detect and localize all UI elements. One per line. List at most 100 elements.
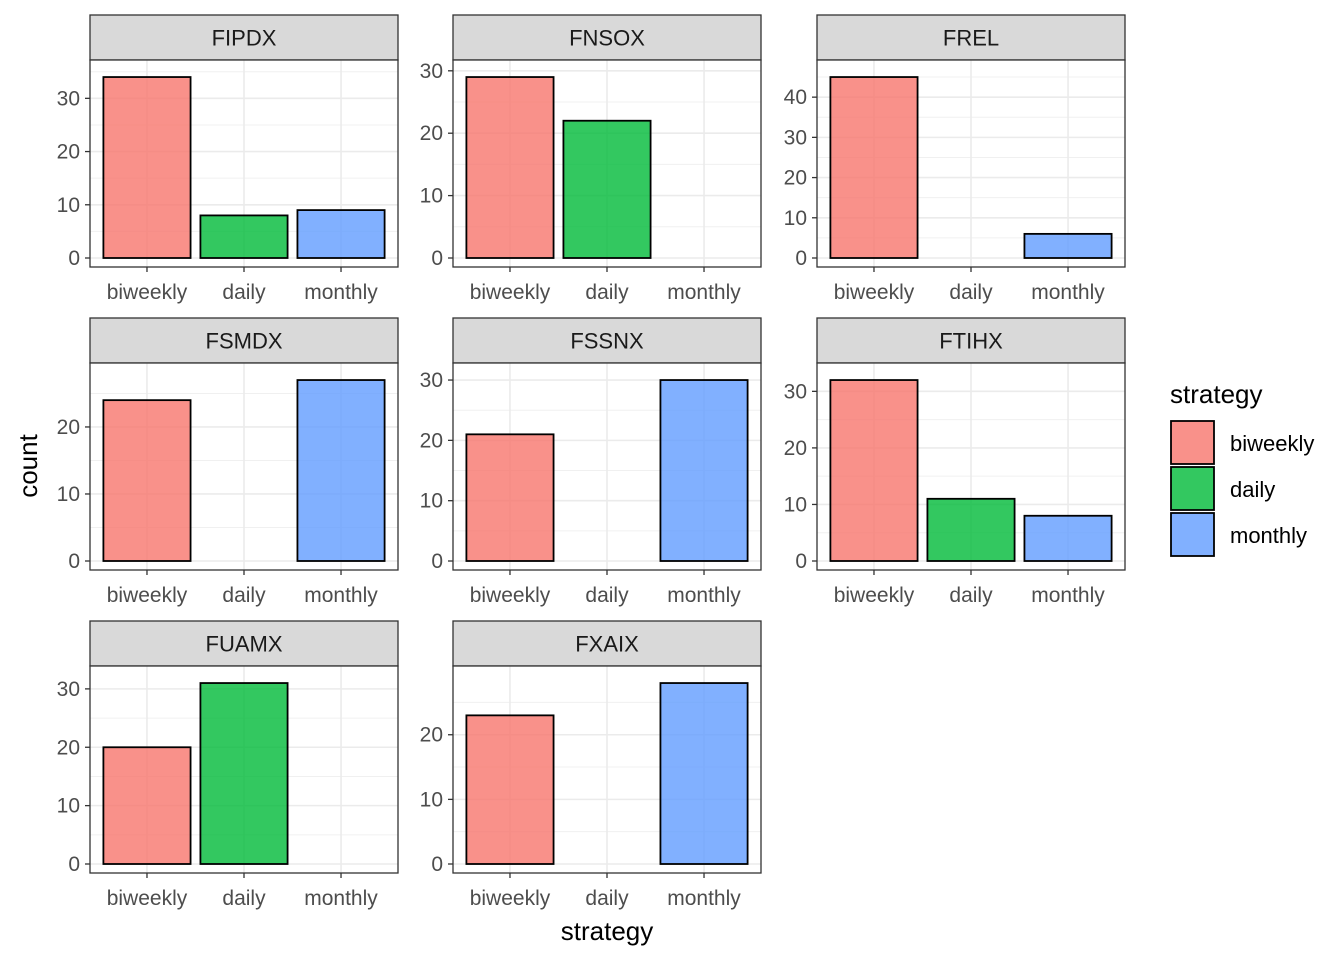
facet-strip-label: FSSNX: [570, 329, 644, 354]
facet-strip: [816, 317, 1126, 364]
facet-strip-label: FREL: [943, 26, 999, 51]
bar-biweekly: [102, 399, 192, 562]
x-tick-label: daily: [222, 584, 266, 607]
y-tick-label: 20: [784, 167, 807, 190]
x-tick-label: daily: [949, 281, 993, 304]
y-tick-label: 20: [420, 724, 443, 747]
y-tick-label: 0: [431, 247, 443, 270]
x-tick-label: daily: [585, 281, 629, 304]
y-tick-label: 10: [784, 207, 807, 230]
facet-panel-fssnx: FSSNX 0 10 20 30 biweekly daily monthly: [420, 317, 762, 607]
bar-monthly: [296, 379, 386, 562]
y-tick-label: 10: [420, 490, 443, 513]
y-tick-label: 20: [420, 122, 443, 145]
legend-item-monthly: monthly: [1170, 512, 1307, 557]
y-tick-label: 10: [784, 493, 807, 516]
y-tick-label: 10: [57, 483, 80, 506]
facet-strip-label: FNSOX: [569, 26, 645, 51]
legend-label: biweekly: [1230, 431, 1314, 456]
bar-daily: [199, 682, 289, 865]
facet-strip: [89, 14, 399, 61]
facet-strip-label: FTIHX: [939, 329, 1003, 354]
bar-biweekly: [829, 76, 919, 259]
x-tick-label: monthly: [667, 887, 741, 910]
bar-monthly: [296, 209, 386, 259]
facet-panels: FIPDX 0 10 20 30 biweekly daily monthly FNSOX 0 10…: [57, 14, 1126, 910]
y-tick-label: 20: [57, 141, 80, 164]
y-tick-label: 0: [431, 550, 443, 573]
bar-biweekly: [102, 76, 192, 259]
x-tick-label: monthly: [304, 281, 378, 304]
y-tick-label: 0: [68, 853, 80, 876]
facet-panel-fnsox: FNSOX 0 10 20 30 biweekly daily monthly: [420, 14, 762, 304]
facet-panel-fsmdx: FSMDX 0 10 20 biweekly daily monthly: [57, 317, 399, 607]
bar-daily: [926, 497, 1016, 562]
x-tick-label: daily: [222, 887, 266, 910]
bar-daily: [562, 119, 652, 259]
y-tick-label: 10: [57, 194, 80, 217]
facet-strip: [89, 620, 399, 667]
y-tick-label: 30: [420, 369, 443, 392]
y-tick-label: 10: [57, 795, 80, 818]
y-tick-label: 30: [420, 60, 443, 83]
bar-daily: [199, 214, 289, 259]
facet-strip: [89, 317, 399, 364]
legend-item-daily: daily: [1170, 466, 1275, 511]
y-tick-label: 0: [431, 853, 443, 876]
facet-strip: [452, 620, 762, 667]
facet-strip-label: FSMDX: [206, 329, 283, 354]
facet-panel-frel: FREL 0 10 20 30 40 biweekly daily monthly: [784, 14, 1126, 304]
bar-monthly: [659, 379, 749, 562]
legend-label: monthly: [1230, 523, 1307, 548]
facet-strip: [452, 14, 762, 61]
x-tick-label: biweekly: [470, 281, 551, 304]
facet-strip: [816, 14, 1126, 61]
x-tick-label: monthly: [667, 584, 741, 607]
x-axis-title: strategy: [561, 916, 654, 946]
bar-biweekly: [465, 76, 555, 259]
facet-strip: [452, 317, 762, 364]
facet-panel-fuamx: FUAMX 0 10 20 30 biweekly daily monthly: [57, 620, 399, 910]
legend: strategy biweekly daily monthly: [1170, 379, 1314, 557]
bar-biweekly: [465, 433, 555, 562]
bar-monthly: [1023, 232, 1113, 259]
x-tick-label: monthly: [1031, 281, 1105, 304]
y-axis-title: count: [13, 433, 43, 497]
y-tick-label: 0: [795, 550, 807, 573]
x-tick-label: daily: [949, 584, 993, 607]
x-tick-label: monthly: [304, 584, 378, 607]
y-tick-label: 30: [784, 380, 807, 403]
legend-title: strategy: [1170, 379, 1263, 409]
y-tick-label: 20: [57, 736, 80, 759]
x-tick-label: biweekly: [107, 584, 188, 607]
legend-swatch: [1170, 466, 1215, 511]
legend-swatch: [1170, 512, 1215, 557]
facet-panel-ftihx: FTIHX 0 10 20 30 biweekly daily monthly: [784, 317, 1126, 607]
x-tick-label: daily: [222, 281, 266, 304]
legend-item-biweekly: biweekly: [1170, 420, 1314, 465]
y-tick-label: 20: [784, 437, 807, 460]
y-tick-label: 20: [420, 429, 443, 452]
y-tick-label: 30: [57, 678, 80, 701]
facet-strip-label: FIPDX: [212, 26, 277, 51]
y-tick-label: 40: [784, 86, 807, 109]
bar-monthly: [659, 682, 749, 865]
x-tick-label: biweekly: [834, 584, 915, 607]
x-tick-label: daily: [585, 584, 629, 607]
facet-strip-label: FXAIX: [575, 632, 639, 657]
x-tick-label: biweekly: [834, 281, 915, 304]
y-tick-label: 10: [420, 788, 443, 811]
x-tick-label: biweekly: [470, 887, 551, 910]
x-tick-label: daily: [585, 887, 629, 910]
bar-biweekly: [465, 714, 555, 865]
facet-strip-label: FUAMX: [206, 632, 283, 657]
y-tick-label: 0: [68, 550, 80, 573]
y-tick-label: 30: [784, 126, 807, 149]
legend-swatch: [1170, 420, 1215, 465]
x-tick-label: biweekly: [470, 584, 551, 607]
y-tick-label: 10: [420, 185, 443, 208]
y-tick-label: 30: [57, 87, 80, 110]
x-tick-label: biweekly: [107, 887, 188, 910]
y-tick-label: 0: [68, 247, 80, 270]
